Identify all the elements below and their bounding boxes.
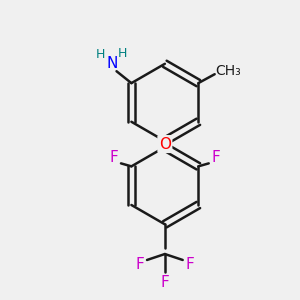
Text: F: F [212, 150, 220, 165]
Text: H: H [95, 48, 105, 62]
Text: CH₃: CH₃ [215, 64, 241, 78]
Text: H: H [118, 47, 127, 60]
Text: F: F [186, 257, 194, 272]
Text: F: F [160, 275, 169, 290]
Text: F: F [135, 257, 144, 272]
Text: N: N [106, 56, 118, 71]
Text: O: O [159, 136, 171, 152]
Text: F: F [109, 150, 118, 165]
